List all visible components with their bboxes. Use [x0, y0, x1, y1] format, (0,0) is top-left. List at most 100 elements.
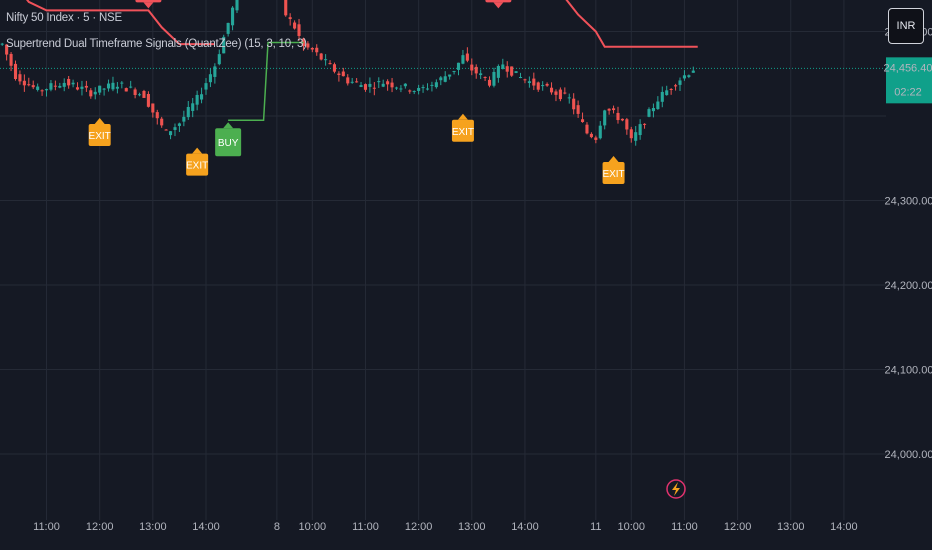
candle-body — [456, 62, 461, 70]
time-axis[interactable]: 11:00 12:00 13:00 14:00 8 10:00 11:00 12:00 13:0… — [33, 521, 858, 533]
candle-body — [49, 83, 53, 90]
candle-body — [44, 89, 49, 91]
time-tick-label: 14:00 — [192, 521, 220, 533]
signal-exit-label: EXIT — [186, 147, 208, 176]
candle-body — [173, 127, 177, 130]
candle-body — [674, 85, 678, 87]
signal-exit-label: EXIT — [452, 113, 474, 142]
candle-body — [341, 71, 345, 77]
candle-body — [523, 79, 527, 81]
candle-body — [580, 119, 585, 123]
candle-body — [518, 76, 523, 78]
candle-body — [9, 53, 13, 66]
signal-exit-label: EXIT — [602, 156, 625, 185]
candle-body — [372, 87, 376, 89]
candle-body — [612, 108, 616, 111]
candle-body — [169, 131, 173, 136]
candle-body — [576, 105, 580, 114]
candle-body — [443, 76, 447, 82]
candles — [0, 0, 695, 146]
signal-labels: EXITSELLEXITBUYEXITSELLEXITSELLEXIT — [89, 0, 625, 185]
candle-body — [363, 84, 368, 90]
time-tick-label: 11:00 — [33, 521, 60, 533]
signal-text: EXIT — [602, 169, 624, 180]
price-tick-label: 24,300.00 — [885, 196, 932, 208]
signal-exit-label: EXIT — [89, 118, 111, 146]
candle-body — [36, 86, 40, 90]
signal-text: EXIT — [186, 161, 208, 172]
candle-body — [687, 75, 691, 77]
candle-body — [377, 81, 381, 83]
candle-body — [492, 71, 496, 86]
candle-body — [643, 123, 647, 125]
candle-body — [324, 59, 328, 61]
candle-body — [430, 84, 434, 86]
candle-body — [660, 91, 664, 102]
candle-body — [514, 71, 518, 73]
candle-body — [160, 118, 164, 126]
candle-body — [501, 64, 505, 69]
time-tick-label: 11 — [590, 521, 601, 533]
candle-body — [200, 94, 204, 100]
candle-body — [634, 132, 638, 141]
candle-body — [93, 91, 97, 95]
candle-body — [151, 103, 155, 113]
last-price-value: 24,456.40 — [884, 62, 932, 74]
candle-body — [142, 90, 146, 98]
price-tick-label: 24,200.00 — [885, 280, 932, 292]
candle-body — [124, 88, 128, 92]
candle-body — [191, 103, 195, 111]
candle-body — [306, 43, 310, 48]
supertrend-lines — [26, 0, 698, 121]
time-tick-label: 12:00 — [405, 521, 433, 533]
candle-body — [669, 88, 673, 90]
candle-body — [536, 82, 540, 90]
candle-body — [284, 0, 288, 16]
candle-body — [84, 85, 88, 88]
time-tick-label: 10:00 — [299, 521, 327, 533]
candle-body — [421, 87, 425, 89]
candle-body — [310, 47, 314, 50]
candle-body — [355, 81, 359, 83]
candle-body — [691, 70, 695, 73]
candle-body — [62, 82, 66, 87]
candle-body — [31, 85, 35, 88]
candle-body — [585, 124, 589, 134]
candle-body — [204, 83, 208, 90]
candle-body — [40, 90, 44, 92]
candle-body — [359, 85, 363, 88]
signal-text: EXIT — [89, 131, 111, 142]
candle-body — [483, 76, 487, 78]
currency-button[interactable]: INR — [888, 8, 924, 44]
candle-body — [629, 129, 633, 139]
symbol-title[interactable]: Nifty 50 Index · 5 · NSE — [6, 12, 122, 24]
candle-body — [133, 89, 137, 95]
supertrend-bullish-line — [228, 41, 304, 121]
candle-body — [390, 82, 394, 88]
time-tick-label: 12:00 — [86, 521, 114, 533]
indicator-title[interactable]: Supertrend Dual Timeframe Signals (Quant… — [6, 38, 307, 50]
candle-body — [5, 44, 9, 55]
candle-body — [496, 66, 500, 78]
time-tick-label: 13:00 — [458, 521, 486, 533]
candle-body — [603, 110, 607, 126]
signal-text: EXIT — [452, 127, 474, 138]
candle-body — [155, 112, 159, 119]
candle-body — [18, 74, 22, 82]
candle-body — [75, 87, 80, 90]
candle-body — [558, 89, 562, 100]
candle-body — [146, 93, 150, 107]
candle-body — [474, 66, 478, 74]
candle-body — [182, 116, 186, 122]
candle-body — [208, 74, 212, 83]
candle-body — [452, 71, 456, 73]
lightning-icon[interactable] — [666, 479, 686, 499]
candle-body — [186, 106, 190, 118]
time-tick-label: 13:00 — [139, 521, 167, 533]
candle-body — [319, 53, 323, 60]
candle-body — [13, 63, 18, 80]
candle-body — [625, 119, 629, 130]
candle-body — [177, 123, 181, 126]
last-price-badge: 24,456.40 02:22 — [884, 57, 932, 104]
